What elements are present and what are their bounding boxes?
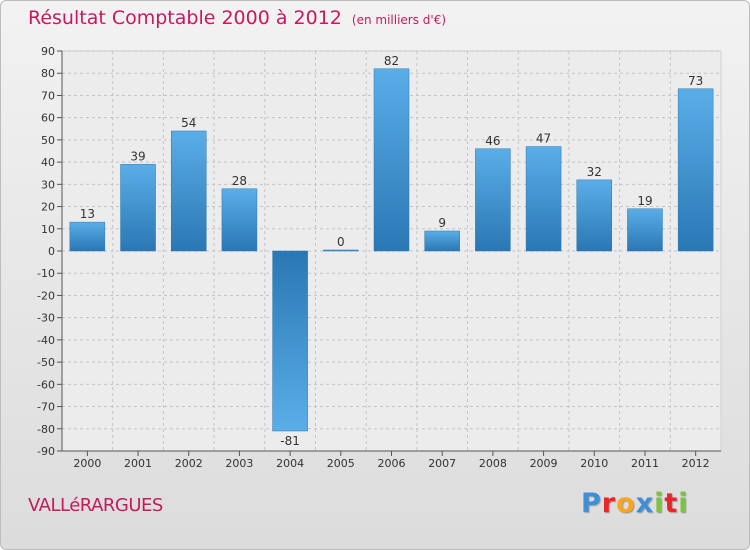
x-tick-label: 2001 [124, 457, 152, 470]
x-tick-label: 2012 [682, 457, 710, 470]
logo-letter: i [654, 488, 665, 519]
x-tick-label: 2011 [631, 457, 659, 470]
bar-2011 [627, 208, 663, 252]
y-tick-label: -80 [37, 423, 55, 436]
chart-title: Résultat Comptable 2000 à 2012 (en millie… [28, 7, 446, 29]
data-label-2004: -81 [280, 434, 300, 448]
data-label-2008: 46 [485, 134, 500, 148]
x-tick-label: 2010 [580, 457, 608, 470]
data-label-2005: 0 [337, 235, 345, 249]
logo-letter: x [635, 488, 655, 519]
x-tick-label: 2007 [428, 457, 456, 470]
y-tick-label: 0 [48, 245, 55, 258]
logo-letter: r [601, 488, 617, 519]
y-tick-label: 20 [41, 201, 55, 214]
x-tick-label: 2009 [530, 457, 558, 470]
bar-2005 [323, 249, 359, 252]
y-tick-label: -90 [37, 445, 55, 458]
data-label-2011: 19 [637, 194, 652, 208]
data-label-2000: 13 [80, 207, 95, 221]
bar-2004 [272, 250, 308, 432]
data-label-2002: 54 [181, 116, 196, 130]
bar-2001 [120, 164, 156, 252]
y-tick-label: -40 [37, 334, 55, 347]
y-tick-label: 90 [41, 45, 55, 58]
data-label-2007: 9 [438, 216, 446, 230]
data-label-2001: 39 [130, 149, 145, 163]
data-label-2009: 47 [536, 132, 551, 146]
logo-letter: i [678, 488, 689, 519]
y-tick-label: 80 [41, 67, 55, 80]
y-tick-label: -10 [37, 267, 55, 280]
bar-2009 [525, 146, 562, 252]
logo-letter: o [616, 488, 636, 519]
bar-2002 [170, 130, 207, 252]
x-tick-label: 2003 [225, 457, 253, 470]
chart-subtitle: (en milliers d'€) [351, 13, 447, 27]
y-tick-label: 10 [41, 223, 55, 236]
bar-2007 [424, 230, 460, 252]
x-tick-label: 2002 [175, 457, 203, 470]
y-tick-label: 30 [41, 178, 55, 191]
y-tick-label: 40 [41, 156, 55, 169]
bar-2010 [576, 179, 613, 252]
data-label-2003: 28 [232, 174, 247, 188]
y-tick-label: 60 [41, 112, 55, 125]
y-tick-label: -20 [37, 289, 55, 302]
y-tick-label: 70 [41, 89, 55, 102]
y-tick-label: -50 [37, 356, 55, 369]
logo-letter: t [664, 488, 679, 519]
bar-2000 [69, 221, 106, 252]
logo-letter: P [581, 488, 602, 519]
data-label-2010: 32 [587, 165, 602, 179]
bar-2006 [373, 68, 410, 252]
data-label-2006: 82 [384, 54, 399, 68]
x-tick-label: 2000 [73, 457, 101, 470]
y-tick-label: 50 [41, 134, 55, 147]
bar-2003 [221, 188, 258, 252]
chart-title-text: Résultat Comptable 2000 à 2012 [28, 7, 342, 29]
data-label-2012: 73 [688, 74, 703, 88]
bar-2008 [475, 148, 511, 252]
x-tick-label: 2005 [327, 457, 355, 470]
commune-name: VALLéRARGUES [28, 495, 163, 516]
y-tick-label: -70 [37, 401, 55, 414]
y-tick-label: -30 [37, 312, 55, 325]
x-tick-label: 2004 [276, 457, 304, 470]
x-tick-label: 2008 [479, 457, 507, 470]
x-tick-label: 2006 [378, 457, 406, 470]
y-tick-label: -60 [37, 378, 55, 391]
proxiti-logo: Proxiti [581, 488, 689, 519]
bar-2012 [677, 88, 714, 252]
